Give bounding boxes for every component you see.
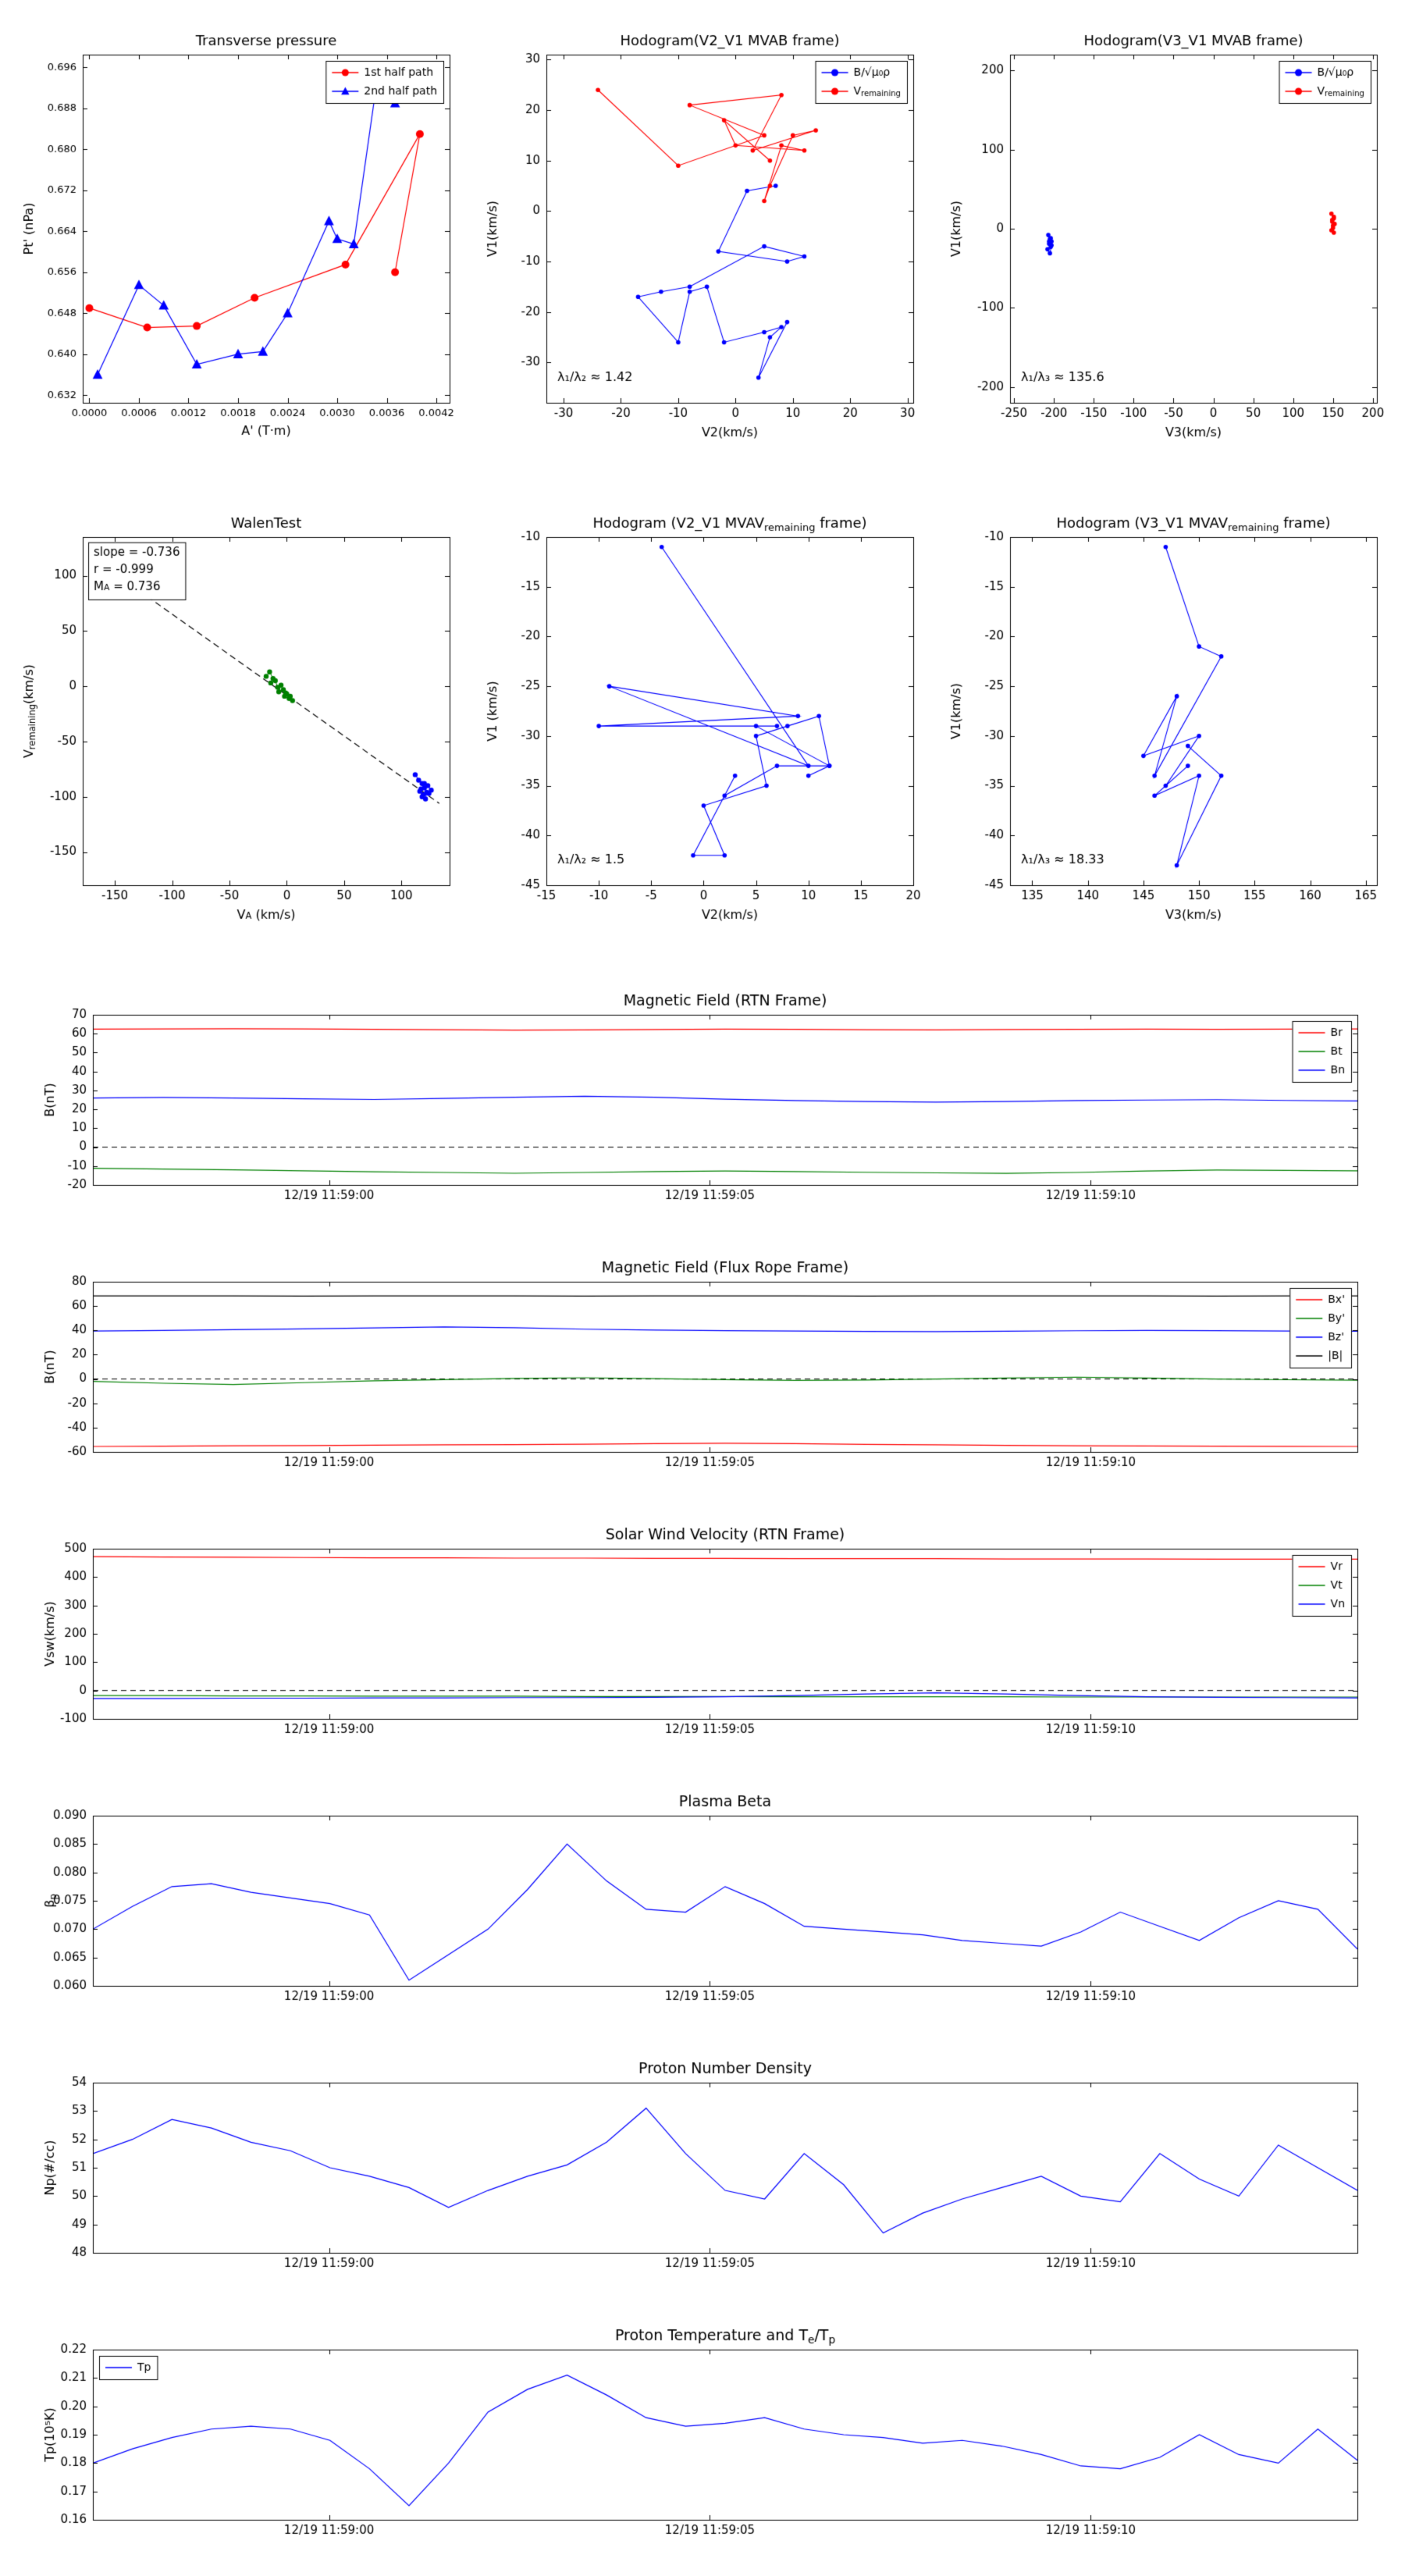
chart-hodogram-v3v1-mvab [941,17,1391,454]
chart-magnetic-field-flux-rope [35,1252,1370,1486]
chart-magnetic-field-rtn [35,985,1370,1219]
chart-proton-temperature [35,2320,1370,2554]
chart-solar-wind-velocity [35,1519,1370,1753]
transverse-pressure-canvas [14,17,464,454]
hodogram-v3v1-mvav-canvas [941,500,1391,937]
magnetic-field-flux-rope-canvas [35,1252,1370,1486]
chart-hodogram-v2v1-mvav [478,500,927,937]
chart-transverse-pressure [14,17,464,454]
proton-number-density-canvas [35,2053,1370,2287]
magnetic-field-rtn-canvas [35,985,1370,1219]
chart-plasma-beta [35,1786,1370,2020]
chart-proton-number-density [35,2053,1370,2287]
proton-temperature-canvas [35,2320,1370,2554]
chart-walen-test [14,500,464,937]
solar-wind-velocity-canvas [35,1519,1370,1753]
hodogram-v3v1-mvab-canvas [941,17,1391,454]
hodogram-v2v1-mvav-canvas [478,500,927,937]
hodogram-v2v1-mvab-canvas [478,17,927,454]
chart-hodogram-v3v1-mvav [941,500,1391,937]
chart-hodogram-v2v1-mvab [478,17,927,454]
walen-test-canvas [14,500,464,937]
plasma-beta-canvas [35,1786,1370,2020]
